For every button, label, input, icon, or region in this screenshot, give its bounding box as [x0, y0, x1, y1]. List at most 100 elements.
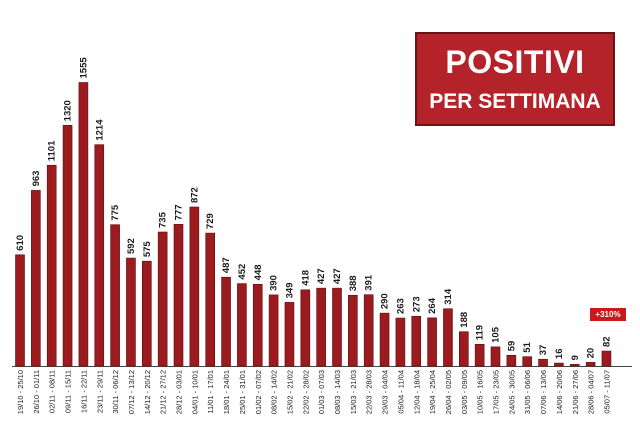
value-label: 9	[570, 355, 581, 360]
x-tick-label: 12/04 - 18/04	[412, 370, 421, 414]
value-label: 349	[284, 283, 295, 299]
x-tick-label: 09/11 - 15/11	[64, 370, 73, 413]
value-label: 427	[332, 268, 343, 284]
x-tick-label: 07/12 - 13/12	[127, 370, 136, 414]
x-tick-label: 26/04 - 02/05	[444, 370, 453, 414]
bar	[443, 308, 453, 367]
value-label: 775	[110, 204, 121, 221]
value-label: 16	[554, 349, 565, 360]
x-tick-label: 05/07 - 11/07	[602, 370, 611, 414]
bar	[427, 317, 437, 367]
value-label: 729	[205, 213, 216, 229]
x-tick-label: 02/11 - 08/11	[48, 370, 57, 413]
x-tick-label: 15/02 - 21/02	[285, 370, 294, 414]
x-tick-label: 01/03 - 07/03	[317, 370, 326, 414]
bar	[316, 287, 326, 367]
bar	[78, 82, 89, 367]
x-tick-label: 21/06 - 27/06	[571, 370, 580, 414]
bar	[252, 284, 263, 367]
value-label: 37	[538, 345, 549, 356]
x-tick-label: 14/12 - 20/12	[143, 370, 152, 414]
bar	[62, 125, 73, 367]
value-label: 872	[189, 187, 200, 203]
x-tick-label: 24/05 - 30/05	[507, 370, 516, 414]
x-tick-label: 08/02 - 14/02	[270, 370, 279, 414]
x-tick-label: 04/01 - 10/01	[190, 370, 199, 414]
bar	[474, 343, 485, 367]
bar	[506, 354, 517, 367]
value-label: 119	[475, 325, 486, 340]
value-label: 1214	[94, 119, 105, 141]
x-tick-label: 23/11 - 29/11	[95, 370, 104, 413]
x-tick-label: 17/05 - 23/05	[492, 370, 501, 414]
x-tick-label: 30/11 - 06/12	[111, 370, 120, 414]
value-label: 1320	[63, 100, 74, 121]
value-label: 273	[411, 296, 422, 312]
bar	[94, 144, 105, 367]
bar	[173, 224, 184, 367]
bar	[15, 254, 25, 367]
x-tick-label: 03/05 - 09/05	[460, 370, 469, 414]
value-label: 20	[586, 348, 597, 359]
bar	[332, 287, 342, 367]
value-label: 264	[427, 297, 438, 314]
value-label: 777	[174, 204, 185, 220]
value-label: 1101	[47, 140, 58, 161]
value-label: 188	[459, 312, 470, 328]
x-tick-label: 05/04 - 11/04	[396, 370, 405, 414]
x-tick-label: 19/10 - 25/10	[16, 370, 25, 414]
value-label: 59	[506, 341, 517, 352]
value-label: 610	[15, 235, 26, 251]
chart-title-line2: PER SETTIMANA	[429, 90, 601, 113]
bar	[554, 362, 564, 367]
bar	[46, 164, 57, 367]
x-tick-label: 25/01 - 31/01	[238, 370, 247, 414]
x-tick-label: 26/10 - 01/11	[32, 370, 41, 414]
bar	[569, 364, 580, 367]
bar	[601, 350, 612, 367]
x-tick-label: 14/06 - 20/06	[555, 370, 564, 414]
bar	[205, 232, 215, 367]
x-tick-label: 01/02 - 07/02	[254, 370, 263, 414]
value-labels-group: 610 963 1101 1320 1555 1214 775 592 575 735 777 872…	[15, 57, 612, 361]
value-label: 735	[158, 211, 169, 228]
bar	[268, 294, 279, 367]
value-label: 427	[316, 268, 327, 284]
bar	[458, 331, 469, 367]
bar	[395, 317, 406, 367]
value-label: 452	[237, 264, 248, 280]
bar	[31, 190, 41, 367]
x-tick-label: 18/01 - 24/01	[222, 370, 231, 414]
value-label: 51	[522, 341, 533, 352]
value-label: 82	[601, 336, 612, 347]
value-label: 390	[269, 275, 280, 291]
bar	[522, 356, 533, 367]
x-tick-label: 11/01 - 17/01	[206, 370, 215, 414]
value-label: 388	[348, 275, 359, 291]
x-tick-label: 31/05 - 06/06	[523, 370, 532, 414]
chart-title-line1: POSITIVI	[445, 44, 585, 80]
bar	[348, 294, 358, 367]
bar	[110, 224, 120, 367]
value-label: 418	[300, 270, 311, 286]
bars-group	[15, 82, 612, 367]
value-label: 263	[395, 298, 406, 314]
bar	[189, 206, 200, 367]
bar	[490, 346, 501, 367]
value-label: 391	[364, 274, 375, 291]
value-label: 963	[31, 171, 42, 187]
x-tick-labels-group: 19/10 - 25/10 26/10 - 01/11 02/11 - 08/11 0…	[16, 370, 611, 414]
bar	[126, 257, 136, 367]
x-tick-label: 29/03 - 04/04	[381, 370, 390, 414]
value-label: 105	[491, 326, 502, 343]
bar	[363, 294, 374, 367]
bar	[585, 362, 596, 367]
x-tick-label: 21/12 - 27/12	[159, 370, 168, 414]
x-tick-label: 10/05 - 16/05	[476, 370, 485, 414]
bar	[142, 260, 152, 367]
bar	[300, 289, 311, 367]
value-label: 314	[443, 288, 454, 305]
bar	[379, 312, 390, 367]
value-label: 1555	[78, 57, 89, 79]
x-tick-label: 16/11 - 22/11	[79, 370, 88, 413]
